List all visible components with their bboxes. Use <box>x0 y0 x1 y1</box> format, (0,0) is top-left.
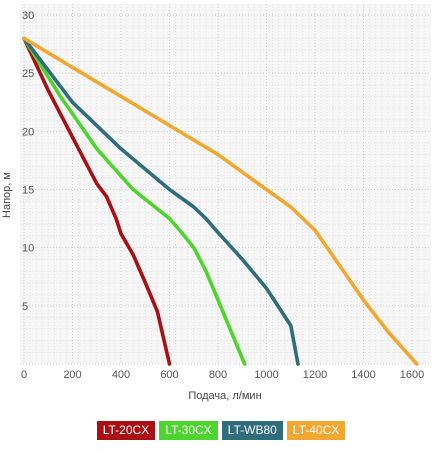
series-lines <box>22 36 419 366</box>
x-tick-label: 1200 <box>303 369 327 381</box>
y-tick-label: 25 <box>22 68 34 80</box>
y-tick-label: 15 <box>22 185 34 197</box>
y-tick-label: 20 <box>22 126 34 138</box>
series-line-lt-wb80 <box>22 36 300 366</box>
x-tick-label: 0 <box>21 369 27 381</box>
legend-item-lt-40cx[interactable]: LT-40CX <box>286 421 346 440</box>
series-line-lt-40cx <box>22 36 419 366</box>
x-tick-label: 1600 <box>400 369 424 381</box>
x-axis-title: Подача, л/мин <box>188 390 261 402</box>
series-line-lt-30cx <box>22 36 247 366</box>
y-tick-label: 10 <box>22 243 34 255</box>
x-tick-label: 1000 <box>254 369 278 381</box>
x-tick-label: 400 <box>112 369 130 381</box>
y-tick-label: 5 <box>22 301 28 313</box>
legend-item-lt-30cx[interactable]: LT-30CX <box>159 421 218 440</box>
x-tick-label: 600 <box>160 369 178 381</box>
y-axis-title: Напор, м <box>1 172 13 218</box>
x-tick-label: 200 <box>63 369 81 381</box>
x-tick-label: 800 <box>209 369 227 381</box>
legend-item-lt-20cx[interactable]: LT-20CX <box>96 421 156 440</box>
x-tick-labels: 0 200 400 600 800 1000 1200 1400 1600 <box>21 369 424 381</box>
x-tick-label: 1400 <box>351 369 375 381</box>
plot-background <box>20 4 431 364</box>
y-tick-labels: 5 10 15 20 25 30 <box>22 10 34 313</box>
legend-item-lt-wb80[interactable]: LT-WB80 <box>221 421 283 440</box>
series-line-lt-20cx <box>22 36 172 366</box>
y-tick-label: 30 <box>22 10 34 22</box>
legend: LT-20CX LT-30CX LT-WB80 LT-40CX <box>0 421 442 440</box>
